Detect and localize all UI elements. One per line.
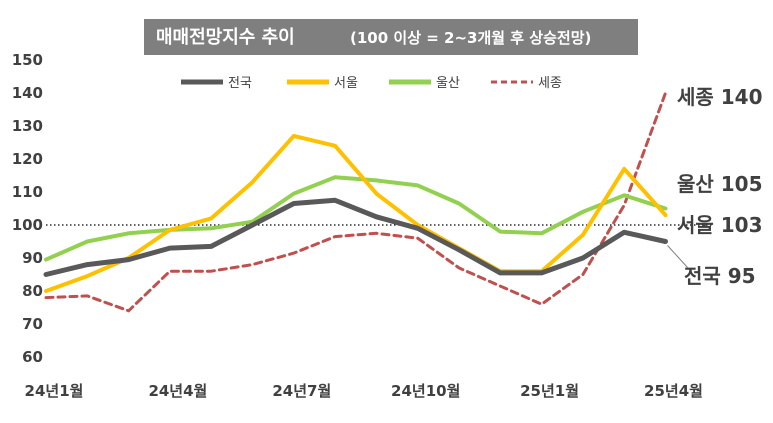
x-tick-label: 24년7월 — [272, 382, 331, 400]
x-axis-ticks: 24년1월 24년4월 24년7월 24년10월 25년1월 25년4월 — [25, 382, 703, 400]
x-tick-label: 24년4월 — [148, 382, 207, 400]
end-label-서울: 서울 103 — [677, 213, 763, 237]
y-tick-label: 140 — [12, 84, 43, 102]
legend: 전국 서울 울산 세종 — [181, 76, 562, 91]
leader-line-전국 — [667, 245, 689, 269]
end-label-세종: 세종 140 — [677, 85, 763, 109]
end-labels: 전국 95 서울 103 울산 105 세종 140 — [667, 85, 763, 288]
y-tick-label: 110 — [12, 183, 43, 201]
y-axis-ticks: 60 70 80 90 100 110 120 130 140 150 — [12, 51, 43, 366]
y-tick-label: 100 — [12, 216, 43, 234]
end-label-전국: 전국 95 — [684, 264, 756, 288]
series-line-울산 — [44, 175, 668, 262]
series-lines — [43, 91, 668, 313]
x-tick-label: 25년4월 — [644, 382, 703, 400]
chart-title: 매매전망지수 추이 (100 이상 = 2~3개월 후 상승전망) — [144, 19, 638, 55]
y-tick-label: 70 — [22, 315, 43, 333]
title-text: 매매전망지수 추이 — [156, 27, 295, 48]
x-tick-label: 25년1월 — [520, 382, 579, 400]
title-background — [144, 19, 638, 55]
y-tick-label: 60 — [22, 348, 43, 366]
y-tick-label: 120 — [12, 150, 43, 168]
legend-label-서울: 서울 — [334, 76, 358, 91]
subtitle-text: (100 이상 = 2~3개월 후 상승전망) — [350, 29, 591, 47]
end-label-울산: 울산 105 — [677, 172, 763, 196]
legend-label-울산: 울산 — [436, 76, 460, 91]
series-line-세종 — [44, 91, 667, 313]
series-line-서울 — [44, 133, 668, 293]
y-tick-label: 90 — [22, 249, 43, 267]
legend-label-세종: 세종 — [538, 76, 562, 91]
y-tick-label: 150 — [12, 51, 43, 69]
y-tick-label: 80 — [22, 282, 43, 300]
x-tick-label: 24년1월 — [25, 382, 84, 400]
series-line-전국 — [43, 197, 668, 277]
x-tick-label: 24년10월 — [391, 382, 460, 400]
y-tick-label: 130 — [12, 117, 43, 135]
legend-label-전국: 전국 — [228, 76, 252, 91]
